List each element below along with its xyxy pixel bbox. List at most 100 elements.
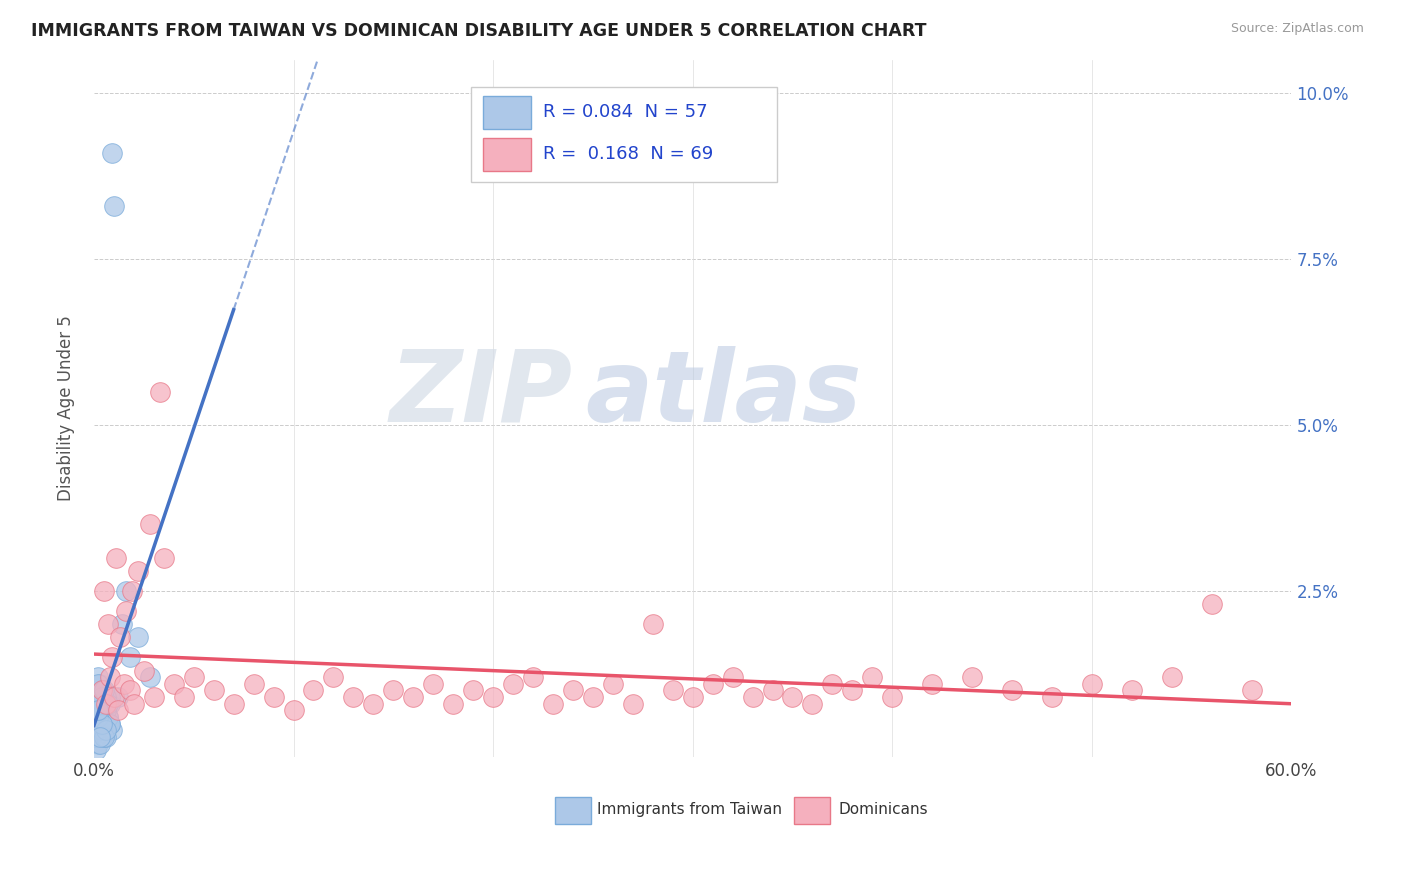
- Point: [127, 564, 149, 578]
- Point: [441, 697, 464, 711]
- Point: [97, 710, 120, 724]
- Point: [93, 710, 115, 724]
- Point: [101, 723, 124, 738]
- Text: Immigrants from Taiwan: Immigrants from Taiwan: [598, 802, 782, 817]
- Text: atlas: atlas: [585, 346, 862, 442]
- Point: [103, 199, 125, 213]
- Point: [463, 683, 485, 698]
- Point: [173, 690, 195, 704]
- Point: [122, 697, 145, 711]
- FancyBboxPatch shape: [471, 87, 776, 182]
- Point: [422, 677, 444, 691]
- Point: [163, 677, 186, 691]
- Text: IMMIGRANTS FROM TAIWAN VS DOMINICAN DISABILITY AGE UNDER 5 CORRELATION CHART: IMMIGRANTS FROM TAIWAN VS DOMINICAN DISA…: [31, 22, 927, 40]
- Point: [1001, 683, 1024, 698]
- Point: [104, 550, 127, 565]
- Point: [90, 703, 112, 717]
- Point: [152, 550, 174, 565]
- Point: [93, 730, 115, 744]
- Point: [118, 650, 141, 665]
- FancyBboxPatch shape: [484, 137, 531, 171]
- Point: [89, 703, 111, 717]
- Point: [801, 697, 824, 711]
- Point: [118, 683, 141, 698]
- Point: [89, 697, 111, 711]
- Point: [90, 730, 112, 744]
- Point: [1160, 670, 1182, 684]
- Point: [860, 670, 883, 684]
- Point: [322, 670, 344, 684]
- Point: [90, 683, 112, 698]
- Point: [882, 690, 904, 704]
- Point: [115, 583, 138, 598]
- Point: [115, 604, 138, 618]
- Point: [121, 583, 143, 598]
- Point: [142, 690, 165, 704]
- Point: [94, 730, 117, 744]
- Point: [402, 690, 425, 704]
- Point: [93, 723, 115, 738]
- Point: [87, 710, 110, 724]
- Point: [103, 690, 125, 704]
- Point: [1040, 690, 1063, 704]
- Point: [107, 690, 129, 704]
- Point: [139, 670, 162, 684]
- Point: [222, 697, 245, 711]
- Point: [302, 683, 325, 698]
- Point: [108, 630, 131, 644]
- Point: [94, 697, 117, 711]
- Point: [87, 677, 110, 691]
- Point: [682, 690, 704, 704]
- Point: [84, 730, 107, 744]
- Point: [98, 670, 121, 684]
- Point: [522, 670, 544, 684]
- Point: [94, 703, 117, 717]
- Point: [94, 703, 117, 717]
- Point: [202, 683, 225, 698]
- Point: [87, 710, 110, 724]
- FancyBboxPatch shape: [794, 797, 831, 824]
- Point: [93, 583, 115, 598]
- Point: [382, 683, 405, 698]
- Point: [84, 743, 107, 757]
- Point: [1121, 683, 1143, 698]
- Point: [89, 710, 111, 724]
- Point: [721, 670, 744, 684]
- Point: [132, 664, 155, 678]
- FancyBboxPatch shape: [484, 95, 531, 129]
- Point: [127, 630, 149, 644]
- Point: [111, 617, 134, 632]
- Point: [101, 650, 124, 665]
- Point: [782, 690, 804, 704]
- Point: [960, 670, 983, 684]
- Point: [87, 703, 110, 717]
- Point: [89, 730, 111, 744]
- Point: [87, 670, 110, 684]
- Point: [502, 677, 524, 691]
- Point: [621, 697, 644, 711]
- Point: [101, 145, 124, 160]
- Point: [112, 677, 135, 691]
- Point: [761, 683, 783, 698]
- Point: [183, 670, 205, 684]
- Point: [89, 690, 111, 704]
- Point: [139, 517, 162, 532]
- Point: [107, 703, 129, 717]
- Point: [97, 716, 120, 731]
- Point: [90, 723, 112, 738]
- Point: [263, 690, 285, 704]
- Point: [90, 716, 112, 731]
- Point: [90, 690, 112, 704]
- Point: [90, 683, 112, 698]
- Point: [283, 703, 305, 717]
- Point: [93, 683, 115, 698]
- Point: [97, 697, 120, 711]
- Point: [149, 384, 172, 399]
- Text: ZIP: ZIP: [389, 346, 572, 442]
- Point: [841, 683, 863, 698]
- Point: [702, 677, 724, 691]
- Point: [98, 716, 121, 731]
- Point: [363, 697, 385, 711]
- Point: [98, 716, 121, 731]
- Point: [90, 697, 112, 711]
